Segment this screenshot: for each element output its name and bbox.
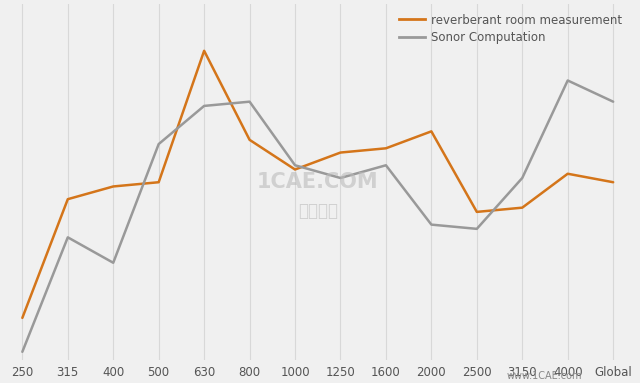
Text: 仿真在线: 仿真在线	[298, 202, 338, 220]
Text: www.1CAE.com: www.1CAE.com	[506, 371, 582, 381]
Legend: reverberant room measurement, Sonor Computation: reverberant room measurement, Sonor Comp…	[396, 10, 625, 48]
Text: 1CAE.COM: 1CAE.COM	[257, 172, 379, 192]
